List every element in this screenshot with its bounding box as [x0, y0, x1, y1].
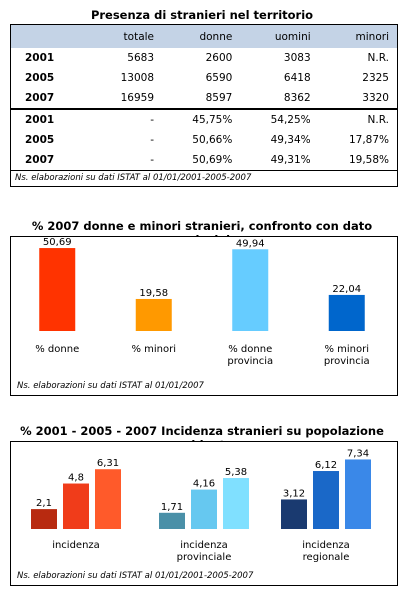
- table-row: 2001 - 45,75% 54,25% N.R.: [11, 108, 397, 130]
- bar: [345, 459, 371, 529]
- chart2-note: Ns. elaborazioni su dati ISTAT al 01/01/…: [17, 571, 254, 581]
- cell-uomini: 49,31%: [270, 154, 311, 166]
- table-note: Ns. elaborazioni su dati ISTAT al 01/01/…: [11, 170, 397, 186]
- table-title: Presenza di stranieri nel territorio: [90, 8, 314, 22]
- cell-year: 2001: [11, 108, 95, 130]
- stats-table-box: totale donne uomini minori 2001 5683 260…: [10, 24, 398, 187]
- table-row: 2007 - 50,69% 49,31% 19,58%: [11, 150, 397, 170]
- cell-minori: 17,87%: [348, 134, 389, 146]
- chart2-box: 2,1 4,8 6,31 incidenza 1,71 4,16 5,38 incidenza…: [10, 441, 398, 586]
- bar: [313, 471, 339, 529]
- category-label: % minori: [324, 344, 369, 355]
- cell-donne: 8597: [205, 92, 233, 104]
- data-label: 50,69: [43, 237, 72, 248]
- category-label: % donne: [35, 344, 79, 355]
- cell-minori: 3320: [362, 92, 389, 104]
- header-totale: totale: [94, 25, 163, 48]
- bar: [31, 509, 57, 529]
- cell-donne: 45,75%: [162, 108, 241, 130]
- category-label: regionale: [303, 552, 350, 563]
- data-label: 49,94: [236, 238, 265, 249]
- stats-table: totale donne uomini minori 2001 5683 260…: [11, 25, 397, 170]
- data-label: 3,12: [283, 488, 305, 499]
- bar: [39, 248, 76, 331]
- data-label: 5,38: [225, 467, 247, 478]
- category-label: incidenza: [302, 540, 350, 551]
- data-label: 2,1: [36, 498, 52, 509]
- cell-totale: 16959: [120, 92, 155, 104]
- data-label: 4,8: [68, 473, 84, 484]
- bar: [223, 478, 249, 529]
- chart1-note: Ns. elaborazioni su dati ISTAT al 01/01/…: [17, 381, 204, 391]
- data-label: 4,16: [193, 479, 215, 490]
- category-label: provincia: [324, 356, 370, 367]
- cell-totale: -: [94, 108, 163, 130]
- cell-donne: 50,66%: [192, 134, 233, 146]
- cell-year: 2005: [25, 134, 55, 146]
- table-row: 2005 - 50,66% 49,34% 17,87%: [11, 130, 397, 150]
- cell-year: 2001: [25, 52, 55, 64]
- cell-totale: 13008: [120, 72, 155, 84]
- cell-donne: 6590: [205, 72, 233, 84]
- table-row: 2005 13008 6590 6418 2325: [11, 68, 397, 88]
- bar: [135, 298, 172, 331]
- table-header-row: totale donne uomini minori: [11, 25, 397, 48]
- cell-minori: 2325: [362, 72, 389, 84]
- cell-minori: N.R.: [318, 108, 397, 130]
- chart1-box: 50,69% donne 19,58% minori 49,94% donne pro…: [10, 236, 398, 396]
- data-label: 1,71: [161, 502, 183, 513]
- bar: [281, 499, 307, 529]
- data-label: 22,04: [332, 284, 361, 295]
- bar: [232, 249, 269, 331]
- cell-minori: N.R.: [367, 52, 389, 64]
- cell-totale: 5683: [127, 52, 155, 64]
- bar: [191, 489, 217, 529]
- table-row: 2001 5683 2600 3083 N.R.: [11, 48, 397, 68]
- data-label: 6,12: [315, 460, 337, 471]
- cell-uomini: 8362: [283, 92, 311, 104]
- cell-totale: -: [150, 154, 155, 166]
- chart2-svg: 2,1 4,8 6,31 incidenza 1,71 4,16 5,38 incidenza…: [31, 448, 371, 563]
- category-label: provinciale: [177, 552, 232, 563]
- category-label: incidenza: [52, 540, 100, 551]
- category-label: provincia: [227, 356, 273, 367]
- header-donne: donne: [162, 25, 241, 48]
- bar: [159, 512, 185, 529]
- cell-uomini: 3083: [283, 52, 311, 64]
- cell-uomini: 6418: [283, 72, 311, 84]
- category-label: % minori: [131, 344, 176, 355]
- cell-donne: 2600: [205, 52, 233, 64]
- cell-donne: 50,69%: [192, 154, 233, 166]
- cell-uomini: 49,34%: [270, 134, 311, 146]
- header-minori: minori: [318, 25, 397, 48]
- header-blank: [11, 25, 95, 48]
- table-row: 2007 16959 8597 8362 3320: [11, 88, 397, 109]
- cell-minori: 19,58%: [348, 154, 389, 166]
- category-label: % donne: [228, 344, 272, 355]
- bar: [63, 483, 89, 529]
- data-label: 6,31: [97, 458, 119, 469]
- cell-uomini: 54,25%: [240, 108, 319, 130]
- bar: [95, 469, 121, 529]
- bar: [328, 294, 365, 331]
- cell-year: 2007: [25, 92, 55, 104]
- cell-year: 2005: [25, 72, 55, 84]
- data-label: 19,58: [139, 288, 168, 299]
- cell-totale: -: [150, 134, 155, 146]
- cell-year: 2007: [25, 154, 55, 166]
- data-label: 7,34: [347, 448, 369, 459]
- header-uomini: uomini: [240, 25, 319, 48]
- category-label: incidenza: [180, 540, 228, 551]
